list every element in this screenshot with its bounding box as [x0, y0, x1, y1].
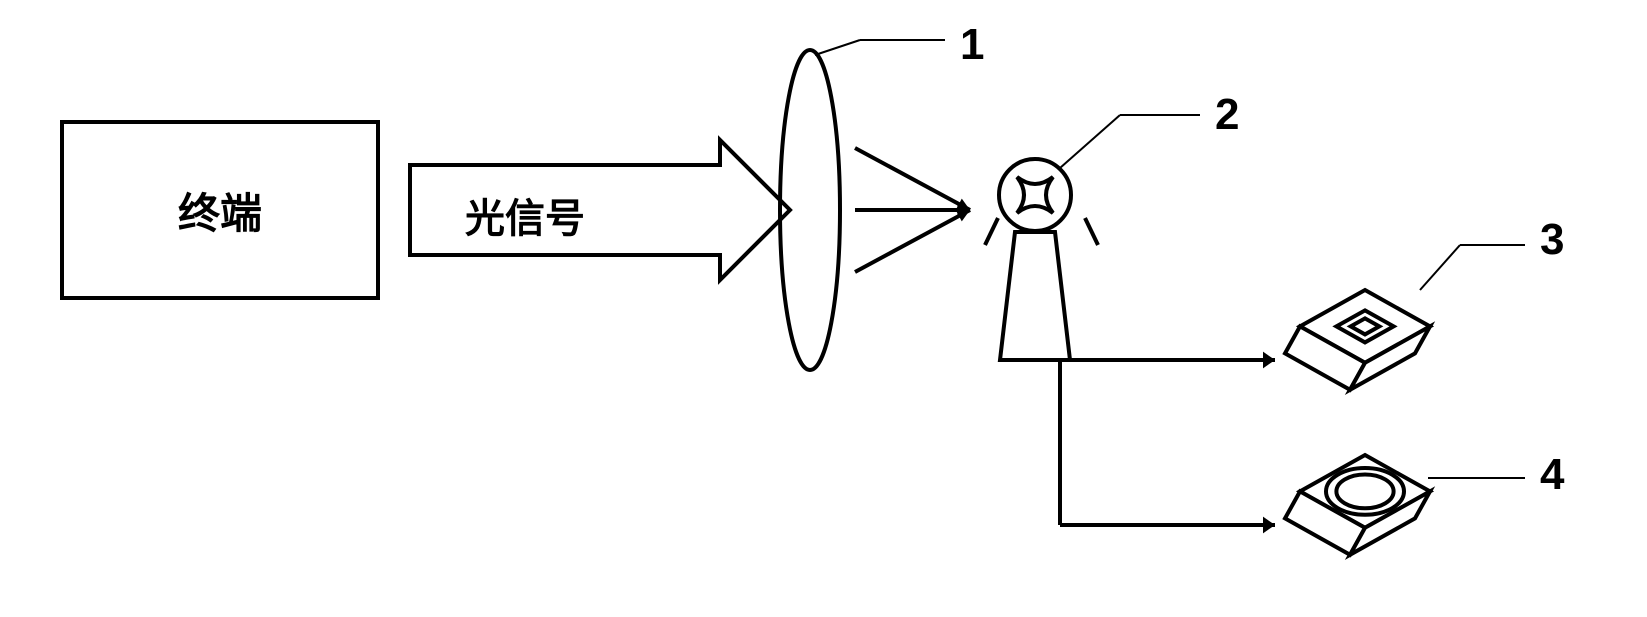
callout-lines [0, 0, 1647, 617]
callout-1: 1 [960, 20, 984, 70]
callout-3: 3 [1540, 215, 1564, 265]
signal-arrow-label: 光信号 [465, 186, 585, 244]
callout-4: 4 [1540, 450, 1564, 500]
callout-2: 2 [1215, 90, 1239, 140]
